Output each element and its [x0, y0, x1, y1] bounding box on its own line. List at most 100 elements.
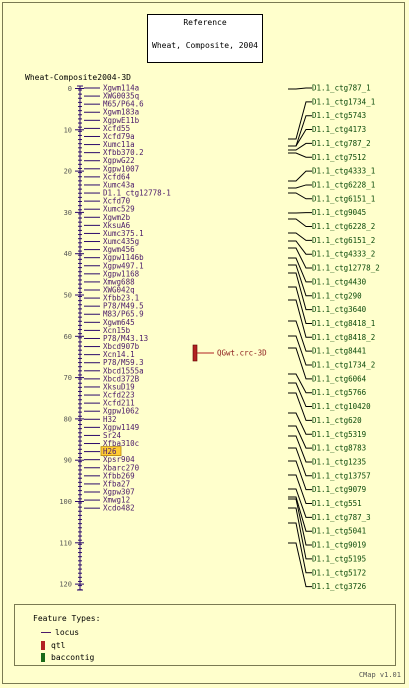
- marker-label[interactable]: Xfbb370.2: [103, 148, 144, 157]
- marker-label[interactable]: Xgwm645: [103, 318, 135, 327]
- contig-label[interactable]: D1.1_ctg290: [312, 291, 362, 300]
- contig-label[interactable]: D1.1_ctg4430: [312, 277, 367, 286]
- contig-label[interactable]: D1.1_ctg8783: [312, 444, 366, 453]
- marker-label[interactable]: XWG0035q: [103, 92, 139, 101]
- contig-label[interactable]: D1.1_ctg787_1: [312, 84, 371, 93]
- marker-label[interactable]: Xbcd1555a: [103, 366, 144, 375]
- marker-label[interactable]: H26: [103, 447, 117, 456]
- marker-label[interactable]: Xumc435g: [103, 237, 139, 246]
- marker-label[interactable]: P78/M49.5: [103, 302, 144, 311]
- contig-label[interactable]: D1.1_ctg787_3: [312, 513, 371, 522]
- marker-label[interactable]: H32: [103, 415, 117, 424]
- marker-label[interactable]: P78/M59.3: [103, 358, 144, 367]
- marker-label[interactable]: M83/P65.9: [103, 310, 144, 319]
- marker-label[interactable]: XWG042q: [103, 286, 135, 295]
- contig-label[interactable]: D1.1_ctg10420: [312, 402, 371, 411]
- qtl-bar[interactable]: [192, 344, 198, 362]
- marker-label[interactable]: Xcfd79a: [103, 132, 135, 141]
- marker-label[interactable]: Xgpw1007: [103, 164, 139, 173]
- marker-label[interactable]: Sr24: [103, 431, 122, 440]
- marker-label[interactable]: Xcdo482: [103, 504, 135, 513]
- marker-label[interactable]: Xmwg12: [103, 496, 130, 505]
- marker-label[interactable]: Xgpw1062: [103, 407, 139, 416]
- contig-label[interactable]: D1.1_ctg1734_2: [312, 361, 375, 370]
- contig-label[interactable]: D1.1_ctg620: [312, 416, 362, 425]
- marker-label[interactable]: Xgpw1149: [103, 423, 139, 432]
- contig-label[interactable]: D1.1_ctg5195: [312, 554, 366, 563]
- marker-label[interactable]: Xgpw497.1: [103, 261, 144, 270]
- marker-label[interactable]: Xcfd211: [103, 399, 135, 408]
- marker-label[interactable]: Xcfd70: [103, 197, 131, 206]
- contig-connector: [288, 335, 312, 366]
- contig-label[interactable]: D1.1_ctg5743: [312, 111, 366, 120]
- axis-tick-label: 70: [64, 374, 72, 382]
- contig-label[interactable]: D1.1_ctg4333_1: [312, 167, 375, 176]
- marker-label[interactable]: Xumc43a: [103, 180, 135, 189]
- contig-label[interactable]: D1.1_ctg6151_1: [312, 194, 375, 203]
- contig-label[interactable]: D1.1_ctg3726: [312, 582, 367, 591]
- reference-map-set[interactable]: Wheat, Composite, 2004: [152, 41, 258, 50]
- marker-label[interactable]: Xcfd64: [103, 172, 131, 181]
- contig-label[interactable]: D1.1_ctg3640: [312, 305, 367, 314]
- contig-label[interactable]: D1.1_ctg787_2: [312, 139, 371, 148]
- contig-label[interactable]: D1.1_ctg6228_2: [312, 222, 375, 231]
- marker-label[interactable]: Xfba27: [103, 479, 130, 488]
- marker-label[interactable]: Xgpw1168: [103, 269, 140, 278]
- marker-label[interactable]: Xgwm183a: [103, 108, 139, 117]
- contig-label[interactable]: D1.1_ctg5319: [312, 430, 366, 439]
- marker-label[interactable]: Xcfd55: [103, 124, 130, 133]
- marker-label[interactable]: Xgwm2b: [103, 213, 131, 222]
- marker-label[interactable]: Xcn15b: [103, 326, 131, 335]
- contig-label[interactable]: D1.1_ctg6228_1: [312, 180, 375, 189]
- marker-label[interactable]: Xgpw307: [103, 488, 135, 497]
- map-title[interactable]: Wheat-Composite2004-3D: [25, 73, 131, 82]
- contig-label[interactable]: D1.1_ctg551: [312, 499, 362, 508]
- marker-label[interactable]: Xmwg688: [103, 277, 135, 286]
- axis-tick-label: 80: [64, 415, 72, 423]
- marker-label[interactable]: Xbcd907b: [103, 342, 140, 351]
- marker-label[interactable]: Xgwm114a: [103, 84, 139, 93]
- contig-label[interactable]: D1.1_ctg1235: [312, 457, 366, 466]
- contig-label[interactable]: D1.1_ctg6151_2: [312, 236, 375, 245]
- contig-label[interactable]: D1.1_ctg6064: [312, 374, 367, 383]
- contig-label[interactable]: D1.1_ctg5766: [312, 388, 367, 397]
- contig-label[interactable]: D1.1_ctg8418_1: [312, 319, 375, 328]
- contig-label[interactable]: D1.1_ctg8418_2: [312, 333, 375, 342]
- marker-label[interactable]: Xcfd223: [103, 391, 135, 400]
- marker-label[interactable]: XksuD19: [103, 382, 135, 391]
- contig-label[interactable]: D1.1_ctg9019: [312, 541, 366, 550]
- marker-label[interactable]: XksuA6: [103, 221, 131, 230]
- marker-label[interactable]: M65/P64.6: [103, 100, 144, 109]
- marker-label[interactable]: XgpwE11b: [103, 116, 140, 125]
- axis-tick-label: 110: [59, 539, 72, 547]
- contig-label[interactable]: D1.1_ctg8441: [312, 347, 366, 356]
- contig-label[interactable]: D1.1_ctg7512: [312, 153, 366, 162]
- contig-label[interactable]: D1.1_ctg13757: [312, 471, 371, 480]
- contig-label[interactable]: D1.1_ctg5172: [312, 568, 366, 577]
- marker-label[interactable]: Xbarc270: [103, 463, 140, 472]
- marker-label[interactable]: Xumc375.1: [103, 229, 144, 238]
- contig-label[interactable]: D1.1_ctg1734_1: [312, 97, 375, 106]
- marker-label[interactable]: Xumc529: [103, 205, 135, 214]
- marker-label[interactable]: Xumc11a: [103, 140, 135, 149]
- contig-connector: [288, 488, 312, 518]
- marker-label[interactable]: D1.1_ctg12778-1: [103, 189, 171, 198]
- qtl-label[interactable]: QGwt.crc-3D: [217, 349, 267, 358]
- contig-label[interactable]: D1.1_ctg9045: [312, 208, 366, 217]
- contig-label[interactable]: D1.1_ctg5041: [312, 527, 366, 536]
- contig-label[interactable]: D1.1_ctg12778_2: [312, 264, 380, 273]
- marker-label[interactable]: Xbcd372B: [103, 374, 140, 383]
- marker-label[interactable]: XgpwG22: [103, 156, 135, 165]
- marker-label[interactable]: P78/M43.13: [103, 334, 148, 343]
- marker-label[interactable]: Xgpw1146b: [103, 253, 144, 262]
- marker-label[interactable]: Xfbb23.1: [103, 294, 139, 303]
- reference-box[interactable]: Reference Wheat, Composite, 2004: [147, 14, 263, 63]
- marker-label[interactable]: Xgwm456: [103, 245, 135, 254]
- contig-label[interactable]: D1.1_ctg9079: [312, 485, 366, 494]
- contig-label[interactable]: D1.1_ctg4173: [312, 125, 366, 134]
- marker-label[interactable]: Xpsr904: [103, 455, 135, 464]
- marker-label[interactable]: Xfbb269: [103, 471, 135, 480]
- marker-label[interactable]: Xfba310c: [103, 439, 139, 448]
- marker-label[interactable]: Xcn14.1: [103, 350, 135, 359]
- contig-label[interactable]: D1.1_ctg4333_2: [312, 250, 375, 259]
